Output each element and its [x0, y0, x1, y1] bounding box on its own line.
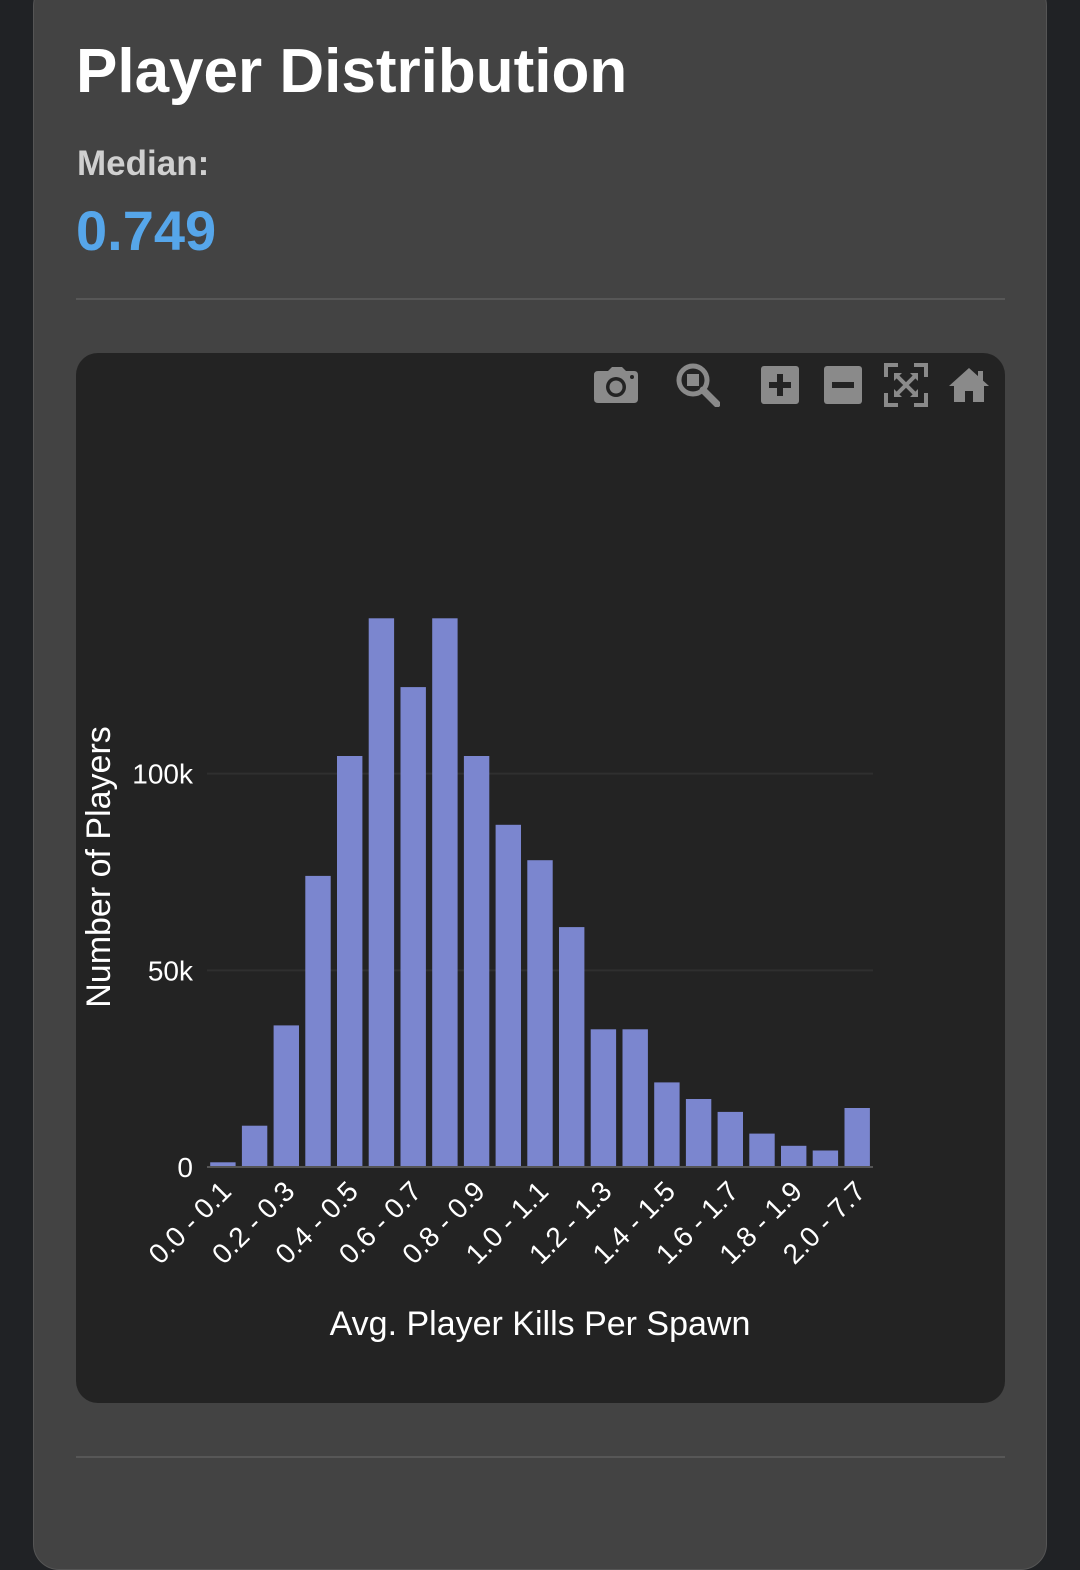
reset-axes-button[interactable]	[947, 363, 991, 407]
bar-7	[432, 618, 458, 1167]
zoom-icon	[676, 363, 720, 407]
bar-0	[210, 1162, 236, 1167]
zoom-out-icon	[824, 366, 862, 404]
bar-17	[749, 1133, 775, 1167]
bar-13	[622, 1029, 648, 1167]
bar-19	[812, 1150, 839, 1167]
zoom-in-button[interactable]	[758, 363, 802, 407]
y-tick-label-1: 50k	[148, 955, 194, 986]
bar-18	[781, 1145, 807, 1167]
bar-2	[273, 1025, 299, 1167]
y-tick-label-2: 100k	[132, 759, 194, 790]
bar-14	[654, 1082, 680, 1167]
bar-9	[495, 824, 521, 1167]
y-tick-label-0: 0	[177, 1152, 193, 1183]
chart-panel: 0 50k 100k 0.0 - 0.1 0.2 - 0.3 0.4 - 0.5 0.6 -…	[76, 353, 1005, 1403]
bar-8	[463, 756, 490, 1167]
home-icon	[949, 368, 989, 402]
bar-1	[241, 1125, 268, 1167]
bar-11	[559, 927, 585, 1167]
bar-15	[685, 1099, 712, 1167]
card-title: Player Distribution	[76, 37, 628, 106]
download-plot-button[interactable]	[594, 363, 638, 407]
bar-10	[527, 860, 553, 1167]
zoom-in-icon	[761, 366, 799, 404]
chart-modebar	[594, 363, 991, 407]
zoom-button[interactable]	[676, 363, 720, 407]
bar-3	[305, 875, 331, 1167]
bar-16	[717, 1111, 743, 1167]
autoscale-icon	[884, 363, 928, 407]
bar-4	[337, 756, 363, 1167]
median-label: Median:	[77, 144, 210, 183]
median-value: 0.749	[76, 199, 217, 262]
y-axis-title: Number of Players	[80, 726, 118, 1008]
bar-20	[844, 1108, 870, 1167]
divider-bottom	[76, 1456, 1005, 1458]
autoscale-button[interactable]	[884, 363, 928, 407]
zoom-out-button[interactable]	[821, 363, 865, 407]
bar-5	[368, 618, 395, 1167]
bar-12	[590, 1029, 617, 1167]
bar-6	[400, 687, 426, 1167]
divider-top	[76, 298, 1005, 300]
x-axis-title: Avg. Player Kills Per Spawn	[330, 1305, 751, 1343]
camera-icon	[594, 367, 638, 403]
